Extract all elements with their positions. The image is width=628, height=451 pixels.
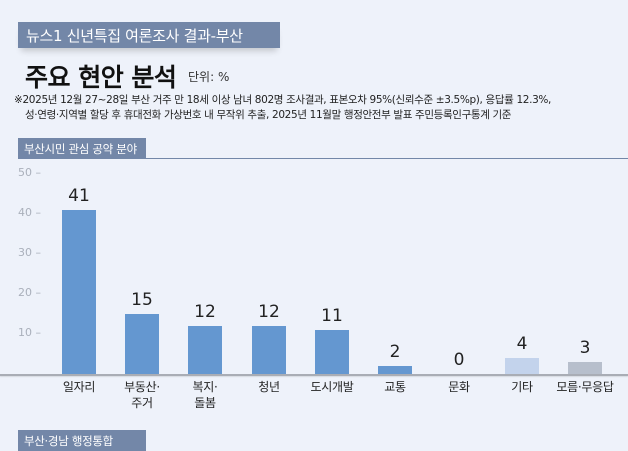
survey-note-line1: ※2025년 12월 27~28일 부산 거주 만 18세 이상 남녀 802명…: [14, 94, 552, 106]
category-label: 부동산· 주거: [124, 380, 160, 410]
value-label: 41: [68, 186, 90, 206]
category-label: 기타: [511, 380, 533, 394]
unit-label: 단위: %: [188, 70, 230, 84]
category-label: 도시개발: [310, 380, 354, 394]
value-label: 11: [321, 306, 343, 326]
banner: 뉴스1 신년특집 여론조사 결과-부산: [18, 22, 280, 48]
page-title: 주요 현안 분석: [25, 63, 177, 92]
value-label: 15: [131, 290, 153, 310]
category-label: 복지· 돌봄: [192, 380, 218, 410]
value-label: 12: [194, 302, 216, 322]
y-tick-label: 50 –: [18, 166, 41, 179]
category-label: 교통: [384, 380, 406, 394]
next-section-header: 부산·경남 행정통합: [18, 430, 146, 451]
next-section-title: 부산·경남 행정통합: [24, 434, 113, 448]
y-tick-label: 40 –: [18, 206, 41, 219]
section-header: 부산시민 관심 공약 분야: [18, 138, 146, 159]
category-label: 일자리: [62, 380, 96, 394]
bar: [568, 362, 602, 374]
value-label: 3: [579, 338, 591, 358]
bar: [62, 210, 96, 374]
bar: [188, 326, 222, 374]
survey-note-line2: 성·연령·지역별 할당 후 휴대전화 가상번호 내 무작위 추출, 2025년 …: [25, 109, 512, 121]
bar: [252, 326, 286, 374]
section-title: 부산시민 관심 공약 분야: [24, 142, 137, 156]
bar: [505, 358, 539, 374]
y-tick-label: 30 –: [18, 246, 41, 259]
section-divider: [146, 158, 628, 159]
bar: [125, 314, 159, 374]
y-tick-label: 10 –: [18, 326, 41, 339]
category-label: 문화: [448, 380, 470, 394]
banner-text: 뉴스1 신년특집 여론조사 결과-부산: [26, 27, 243, 45]
value-label: 4: [516, 334, 528, 354]
bar: [315, 330, 349, 374]
value-label: 12: [258, 302, 280, 322]
y-tick-label: 20 –: [18, 286, 41, 299]
value-label: 2: [389, 342, 401, 362]
x-axis-baseline: [0, 374, 628, 376]
bar: [378, 366, 412, 374]
value-label: 0: [453, 350, 465, 370]
category-label: 청년: [258, 380, 280, 394]
category-label: 모름·무응답: [556, 380, 614, 394]
